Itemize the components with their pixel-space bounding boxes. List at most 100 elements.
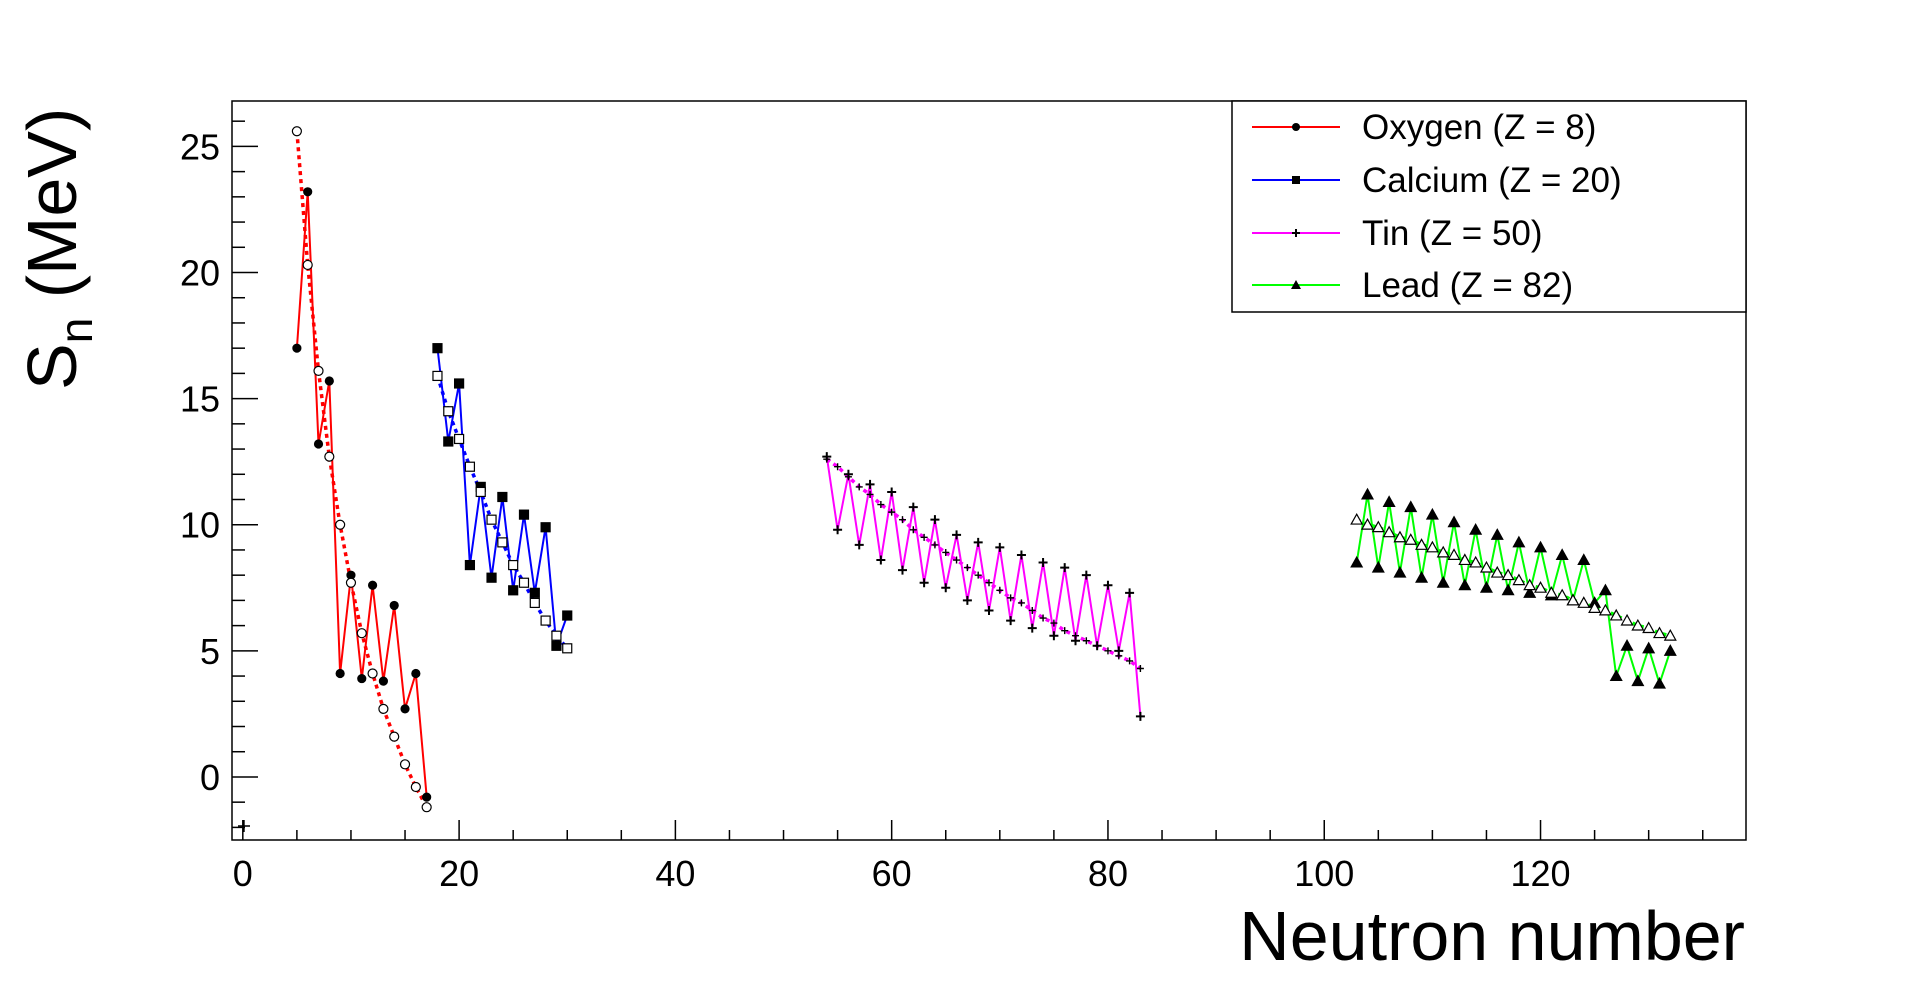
data-point-2 (1103, 580, 1113, 590)
fit-point-3 (1501, 568, 1515, 581)
data-point-3 (1393, 565, 1407, 578)
series-line-2 (825, 456, 1142, 717)
data-point-2 (984, 605, 994, 615)
fit-point-3 (1631, 618, 1645, 631)
plot-area (238, 126, 1677, 832)
fit-point-3 (1555, 588, 1569, 601)
fit-point-2 (823, 455, 831, 463)
fit-point-2 (1017, 599, 1025, 607)
series-1 (432, 343, 573, 654)
fit-point-0 (324, 451, 335, 462)
fit-point-3 (1382, 525, 1396, 538)
fit-point-2 (877, 501, 885, 509)
data-point-0 (335, 668, 345, 679)
data-point-3 (1512, 535, 1526, 548)
fit-point-1 (529, 597, 540, 609)
fit-point-2 (996, 586, 1004, 594)
x-tick-label: 40 (655, 853, 695, 894)
data-point-2 (941, 583, 951, 593)
fit-point-3 (1663, 628, 1677, 641)
fit-point-1 (508, 559, 519, 571)
fit-point-3 (1415, 538, 1429, 550)
data-point-2 (1006, 616, 1016, 626)
fit-point-1 (518, 577, 530, 588)
fit-point-1 (464, 461, 476, 472)
data-point-2 (952, 530, 962, 540)
data-point-3 (1447, 515, 1461, 528)
data-point-1 (529, 587, 540, 598)
fit-point-0 (389, 731, 400, 742)
data-point-3 (1469, 523, 1483, 535)
y-tick-label: 25 (180, 126, 220, 167)
legend: Oxygen (Z = 8) Calcium (Z = 20) Tin (Z =… (1231, 100, 1747, 313)
fit-point-3 (1469, 555, 1483, 568)
y-tick-label: 10 (180, 505, 220, 546)
fit-point-1 (497, 537, 508, 548)
data-point-3 (1620, 639, 1634, 651)
data-point-3 (1523, 586, 1537, 598)
fit-point-2 (834, 463, 842, 471)
y-tick-label: 15 (180, 379, 220, 420)
data-point-2 (865, 479, 875, 489)
fit-point-2 (1115, 652, 1123, 660)
x-tick-label: 60 (872, 853, 912, 894)
y-axis-title-main: S (13, 343, 91, 390)
fit-point-3 (1588, 601, 1602, 613)
fit-point-3 (1490, 565, 1504, 578)
fit-point-3 (1609, 608, 1623, 621)
data-point-0 (378, 676, 388, 686)
fit-point-3 (1350, 512, 1364, 525)
x-tick-label: 0 (233, 853, 253, 894)
fit-point-2 (1136, 664, 1144, 672)
fit-point-3 (1393, 530, 1407, 543)
data-point-3 (1350, 555, 1364, 568)
fit-point-2 (931, 541, 939, 549)
fit-point-0 (291, 126, 302, 137)
x-tick-label: 120 (1510, 853, 1570, 894)
data-point-3 (1609, 669, 1623, 682)
data-point-3 (1371, 560, 1385, 573)
fit-point-3 (1458, 553, 1472, 566)
data-point-2 (973, 537, 983, 547)
data-point-0 (389, 600, 399, 611)
legend-entry-calcium: Calcium (Z = 20) (1252, 161, 1622, 200)
y-tick-label: 5 (200, 631, 220, 672)
fit-point-1 (540, 615, 551, 626)
data-point-3 (1404, 500, 1418, 513)
data-point-0 (367, 580, 378, 590)
data-point-2 (833, 525, 843, 535)
data-point-0 (400, 704, 410, 714)
y-tick-label: 20 (180, 253, 220, 294)
data-point-2 (962, 595, 972, 605)
fit-point-1 (443, 406, 454, 417)
fit-point-3 (1544, 586, 1558, 598)
fit-point-3 (1642, 621, 1656, 634)
fit-point-3 (1425, 540, 1439, 553)
x-tick-label: 20 (439, 853, 479, 894)
data-point-0 (324, 376, 334, 386)
data-point-2 (1125, 588, 1135, 598)
fit-point-3 (1436, 545, 1450, 558)
fit-point-1 (454, 433, 465, 445)
data-point-3 (1501, 583, 1515, 596)
y-axis: 0 5 10 15 20 25 (180, 120, 258, 829)
fit-point-2 (1126, 657, 1134, 665)
fit-point-3 (1652, 626, 1667, 639)
data-point-2 (1016, 550, 1026, 560)
legend-marker-tin (1292, 229, 1300, 237)
data-point-3 (1479, 581, 1493, 593)
fit-point-3 (1479, 560, 1493, 573)
fit-point-2 (1104, 647, 1112, 655)
data-point-2 (1135, 711, 1145, 721)
data-point-1 (432, 343, 443, 354)
data-point-1 (486, 572, 497, 583)
fit-point-2 (942, 548, 950, 556)
origin-marker (238, 820, 250, 832)
fit-point-3 (1447, 548, 1461, 560)
plot-frame (231, 100, 1747, 841)
data-point-2 (854, 540, 864, 550)
fit-point-1 (486, 514, 497, 525)
series-2 (822, 452, 1145, 721)
fit-point-0 (367, 668, 378, 679)
data-point-2 (995, 542, 1005, 552)
